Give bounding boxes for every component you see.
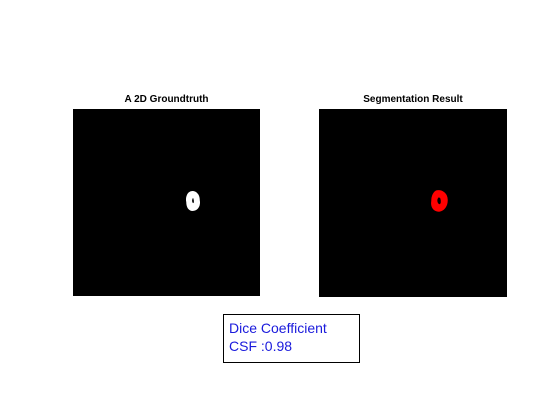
segmentation-contour [431, 190, 448, 212]
dice-coefficient-label: Dice Coefficient [229, 320, 327, 336]
csf-score-value: CSF :0.98 [229, 338, 293, 354]
groundtruth-contour [186, 191, 200, 211]
dice-coefficient-textbox: Dice Coefficient CSF :0.98 [223, 314, 360, 363]
groundtruth-mask [186, 191, 200, 211]
groundtruth-image [73, 109, 260, 296]
segmentation-image [319, 109, 507, 297]
segmentation-mask [431, 190, 448, 212]
segmentation-title: Segmentation Result [363, 94, 463, 105]
groundtruth-title: A 2D Groundtruth [124, 94, 209, 105]
